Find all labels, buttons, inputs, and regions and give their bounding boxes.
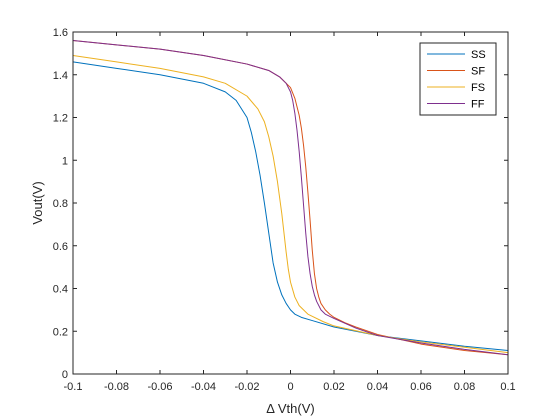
y-tick-label: 1.4	[53, 70, 68, 82]
legend-label-fs: FS	[471, 82, 485, 94]
legend: SS SF FS FF	[419, 42, 497, 116]
y-tick-label: 0.6	[53, 241, 68, 253]
y-tick-label: 1	[62, 155, 68, 167]
y-tick-label: 1.6	[53, 27, 68, 39]
legend-label-sf: SF	[471, 66, 485, 78]
x-tick-label: 0.08	[454, 381, 475, 393]
y-axis: 0 0.2 0.4 0.6 0.8 1 1.2 1.4 1.6	[53, 27, 508, 381]
y-tick-label: 0.4	[53, 284, 68, 296]
x-tick-label: -0.08	[104, 381, 129, 393]
x-axis-title: Δ Vth(V)	[266, 401, 314, 416]
series-line-ss	[72, 61, 509, 351]
x-tick-label: -0.06	[147, 381, 172, 393]
x-tick-label: 0.06	[410, 381, 431, 393]
x-axis: -0.1 -0.08 -0.06 -0.04 -0.02 0 0.02 0.04 0.06 0.0…	[64, 32, 516, 393]
legend-label-ff: FF	[471, 99, 485, 111]
legend-label-ss: SS	[471, 49, 486, 61]
series-layer	[72, 40, 509, 356]
y-tick-label: 0.2	[53, 326, 68, 338]
y-axis-title: Vout(V)	[30, 181, 45, 224]
x-tick-label: -0.04	[191, 381, 216, 393]
series-line-ff	[72, 40, 509, 356]
x-tick-label: 0.1	[500, 381, 515, 393]
x-tick-label: -0.02	[234, 381, 259, 393]
y-tick-label: 1.2	[53, 113, 68, 125]
series-line-fs	[72, 55, 509, 354]
y-tick-label: 0.8	[53, 198, 68, 210]
y-tick-label: 0	[62, 369, 68, 381]
x-tick-label: 0.04	[367, 381, 388, 393]
x-tick-label: -0.1	[64, 381, 83, 393]
x-tick-label: 0.02	[323, 381, 344, 393]
x-tick-label: 0	[287, 381, 293, 393]
